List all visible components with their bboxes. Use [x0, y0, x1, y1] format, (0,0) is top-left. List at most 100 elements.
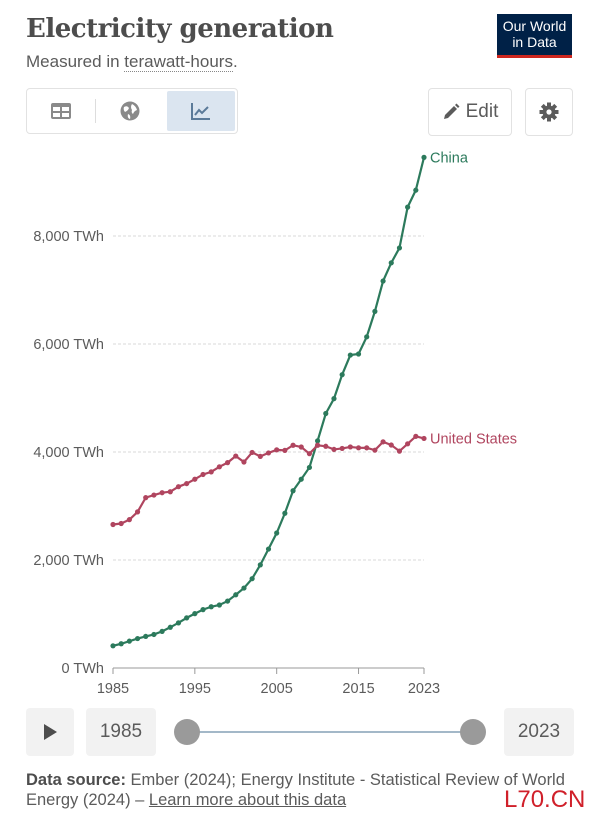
data-point[interactable] — [364, 445, 370, 451]
data-point[interactable] — [167, 489, 173, 495]
data-point[interactable] — [143, 633, 149, 640]
x-tick-label: 1995 — [179, 681, 211, 697]
data-point[interactable] — [331, 396, 337, 402]
owid-logo[interactable]: Our World in Data — [497, 14, 572, 58]
play-icon — [44, 724, 57, 740]
data-point[interactable] — [380, 278, 386, 284]
data-point[interactable] — [257, 453, 263, 459]
logo-line-2: in Data — [512, 34, 557, 50]
data-point[interactable] — [405, 204, 411, 210]
data-point[interactable] — [192, 476, 198, 482]
tab-table[interactable] — [27, 89, 95, 133]
data-point[interactable] — [151, 492, 157, 498]
timeline-end-handle[interactable] — [460, 719, 486, 745]
data-point[interactable] — [339, 445, 345, 452]
data-point[interactable] — [118, 520, 124, 527]
data-point[interactable] — [143, 495, 149, 501]
data-point[interactable] — [175, 620, 182, 626]
learn-more-link[interactable]: Learn more about this data — [148, 791, 347, 809]
data-point[interactable] — [274, 530, 280, 536]
data-point[interactable] — [355, 445, 362, 451]
data-point[interactable] — [134, 635, 141, 642]
timeline-track[interactable] — [187, 731, 473, 733]
data-point[interactable] — [339, 372, 345, 378]
data-point[interactable] — [159, 490, 165, 496]
series-label[interactable]: United States — [430, 431, 517, 447]
data-point[interactable] — [200, 471, 206, 478]
edit-button[interactable]: Edit — [428, 88, 512, 136]
data-point[interactable] — [396, 448, 403, 454]
data-point[interactable] — [208, 469, 214, 475]
data-point[interactable] — [110, 521, 116, 528]
data-point[interactable] — [110, 643, 116, 649]
data-point[interactable] — [126, 517, 132, 523]
data-point[interactable] — [216, 464, 222, 470]
data-point[interactable] — [298, 476, 304, 482]
start-year-box[interactable]: 1985 — [86, 708, 156, 756]
data-point[interactable] — [372, 308, 378, 314]
series-label[interactable]: China — [430, 150, 469, 166]
data-point[interactable] — [347, 444, 353, 450]
data-point[interactable] — [134, 509, 141, 515]
end-year-box[interactable]: 2023 — [504, 708, 574, 756]
data-point[interactable] — [380, 439, 386, 445]
data-point[interactable] — [224, 598, 231, 604]
data-point[interactable] — [388, 260, 394, 266]
tab-chart[interactable] — [166, 91, 235, 131]
data-point[interactable] — [290, 442, 296, 448]
tab-map[interactable] — [96, 89, 164, 133]
data-point[interactable] — [364, 334, 370, 340]
data-point[interactable] — [355, 351, 362, 357]
data-point[interactable] — [126, 638, 132, 644]
view-tabs — [26, 88, 238, 134]
play-button[interactable] — [26, 708, 74, 756]
data-point[interactable] — [241, 459, 247, 465]
data-point[interactable] — [274, 447, 280, 453]
timeline-start-handle[interactable] — [174, 719, 200, 745]
data-point[interactable] — [282, 447, 288, 453]
data-point[interactable] — [388, 442, 394, 448]
data-point[interactable] — [372, 447, 378, 453]
data-point[interactable] — [315, 442, 321, 448]
data-point[interactable] — [249, 576, 255, 582]
data-point[interactable] — [208, 604, 214, 610]
data-point[interactable] — [200, 607, 206, 613]
data-point[interactable] — [241, 585, 247, 591]
data-point[interactable] — [323, 410, 329, 417]
data-point[interactable] — [257, 562, 263, 568]
data-point[interactable] — [421, 435, 427, 442]
data-point[interactable] — [347, 352, 353, 358]
data-point[interactable] — [233, 592, 239, 598]
series-line-china[interactable] — [112, 157, 426, 647]
data-point[interactable] — [421, 154, 427, 160]
data-point[interactable] — [323, 443, 329, 449]
data-point[interactable] — [306, 464, 313, 471]
data-point[interactable] — [159, 628, 165, 634]
data-point[interactable] — [265, 450, 272, 456]
data-point[interactable] — [331, 446, 337, 453]
data-point[interactable] — [315, 438, 321, 444]
data-point[interactable] — [118, 641, 124, 647]
data-point[interactable] — [265, 546, 272, 552]
data-point[interactable] — [306, 451, 313, 457]
data-point[interactable] — [224, 460, 231, 466]
data-point[interactable] — [298, 444, 304, 450]
data-point[interactable] — [233, 453, 239, 459]
data-point[interactable] — [184, 615, 190, 621]
data-point[interactable] — [167, 624, 173, 630]
data-point[interactable] — [249, 449, 255, 456]
data-point[interactable] — [151, 631, 157, 638]
data-point[interactable] — [413, 187, 419, 193]
data-point[interactable] — [290, 488, 296, 494]
data-point[interactable] — [282, 510, 288, 516]
data-point[interactable] — [396, 245, 403, 251]
data-point[interactable] — [184, 480, 190, 487]
data-point[interactable] — [405, 441, 411, 447]
x-tick-label: 2023 — [408, 681, 440, 697]
data-point[interactable] — [192, 611, 198, 617]
data-point[interactable] — [175, 484, 182, 490]
unit-definition-link[interactable]: terawatt-hours — [124, 52, 233, 72]
data-point[interactable] — [413, 433, 419, 439]
settings-button[interactable] — [525, 88, 573, 136]
data-point[interactable] — [216, 602, 222, 608]
